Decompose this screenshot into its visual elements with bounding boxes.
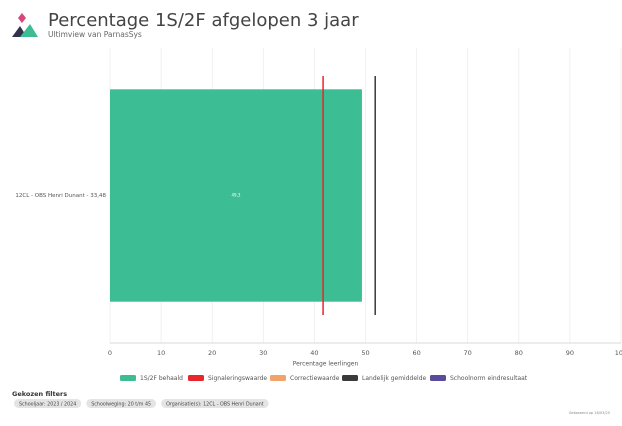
- legend-item: Landelijk gemiddelde: [342, 375, 427, 382]
- legend-item: Correctiewaarde: [270, 375, 340, 382]
- filters-title: Gekozen filters: [12, 390, 67, 398]
- legend-swatch: [120, 375, 136, 381]
- chip-label: Organisatie(s): 12CL - OBS Henri Dunant: [166, 401, 264, 407]
- footer-note: Gebaseerd op 18/03/25: [569, 411, 610, 415]
- legend-label: Correctiewaarde: [290, 375, 340, 382]
- chip-bg: [14, 399, 82, 408]
- x-tick-label: 0: [108, 349, 112, 357]
- x-tick-label: 90: [566, 349, 574, 357]
- x-tick-label: 20: [208, 349, 216, 357]
- legend-label: Signaleringswaarde: [208, 375, 267, 382]
- chip-label: Schooljaar: 2023 / 2024: [19, 401, 76, 407]
- filter-chip: Schooljaar: 2023 / 2024: [14, 399, 82, 408]
- chip-bg: [86, 399, 157, 408]
- legend-item: 1S/2F behaald: [120, 375, 183, 382]
- chip-label: Schoolweging: 20 t/m 45: [91, 401, 151, 407]
- legend-label: Schoolnorm eindresultaat: [450, 375, 528, 382]
- subtitle: Ultimview van ParnasSys: [48, 30, 142, 39]
- legend-item: Signaleringswaarde: [188, 375, 267, 382]
- legend-label: Landelijk gemiddelde: [362, 375, 427, 382]
- bar: [110, 89, 362, 302]
- y-tick-label: 12CL - OBS Henri Dunant - 33,48: [15, 193, 106, 199]
- bar-value-label: 49,3: [232, 193, 241, 198]
- logo: [12, 13, 38, 37]
- x-tick-label: 10: [157, 349, 165, 357]
- legend-swatch: [270, 375, 286, 381]
- legend-item: Schoolnorm eindresultaat: [430, 375, 528, 382]
- x-tick-label: 80: [515, 349, 523, 357]
- filter-chip: Schoolweging: 20 t/m 45: [86, 399, 157, 408]
- x-tick-label: 50: [361, 349, 369, 357]
- title: Percentage 1S/2F afgelopen 3 jaar: [48, 10, 359, 31]
- legend-swatch: [188, 375, 204, 381]
- legend-label: 1S/2F behaald: [140, 375, 183, 382]
- x-tick-label: 30: [259, 349, 267, 357]
- x-tick-label: 60: [412, 349, 420, 357]
- x-tick-label: 100: [615, 349, 622, 357]
- x-tick-label: 40: [310, 349, 318, 357]
- legend-swatch: [342, 375, 358, 381]
- legend-swatch: [430, 375, 446, 381]
- x-tick-label: 70: [464, 349, 472, 357]
- filter-chip: Organisatie(s): 12CL - OBS Henri Dunant: [161, 399, 269, 408]
- chip-bg: [161, 399, 269, 408]
- x-axis-label: Percentage leerlingen: [293, 361, 359, 368]
